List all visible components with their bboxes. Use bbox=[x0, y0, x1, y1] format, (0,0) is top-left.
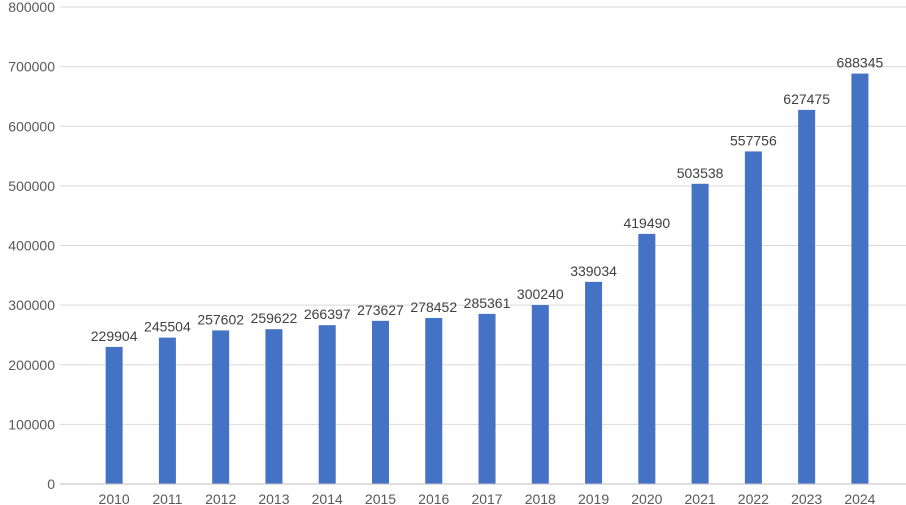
y-axis-tick-labels: 0 100000 200000 300000 400000 500000 600000 700… bbox=[8, 0, 55, 492]
y-tick-label: 0 bbox=[47, 476, 55, 492]
x-tick-label: 2014 bbox=[312, 491, 343, 505]
bar-2017 bbox=[478, 313, 496, 484]
bar-2023 bbox=[798, 109, 816, 484]
data-label: 266397 bbox=[304, 306, 351, 322]
data-label: 688345 bbox=[837, 55, 884, 71]
data-label: 229904 bbox=[91, 328, 138, 344]
data-labels: 229904 245504 257602 259622 266397 273627 2784… bbox=[91, 55, 884, 344]
x-tick-label: 2017 bbox=[471, 491, 502, 505]
data-label: 257602 bbox=[197, 311, 244, 327]
x-tick-label: 2024 bbox=[844, 491, 875, 505]
bar-2018 bbox=[531, 304, 549, 484]
bar-2024 bbox=[851, 73, 869, 485]
x-tick-label: 2023 bbox=[791, 491, 822, 505]
x-tick-label: 2019 bbox=[578, 491, 609, 505]
x-tick-label: 2020 bbox=[631, 491, 662, 505]
y-tick-label: 200000 bbox=[8, 357, 55, 373]
x-axis-tick-labels: 2010 2011 2012 2013 2014 2015 2016 2017 2018 2019… bbox=[99, 491, 876, 505]
bar-2015 bbox=[371, 320, 389, 484]
bar-2022 bbox=[744, 151, 762, 484]
data-label: 273627 bbox=[357, 302, 404, 318]
x-tick-label: 2013 bbox=[258, 491, 289, 505]
data-label: 245504 bbox=[144, 319, 191, 335]
data-label: 300240 bbox=[517, 286, 564, 302]
y-tick-label: 400000 bbox=[8, 238, 55, 254]
data-label: 259622 bbox=[251, 310, 298, 326]
bar-2011 bbox=[158, 337, 176, 484]
gridlines bbox=[60, 6, 906, 425]
data-label: 339034 bbox=[570, 263, 617, 279]
bar-2021 bbox=[691, 183, 709, 484]
data-label: 627475 bbox=[783, 91, 830, 107]
data-label: 278452 bbox=[410, 299, 457, 315]
bars bbox=[105, 73, 869, 485]
y-tick-label: 300000 bbox=[8, 297, 55, 313]
y-tick-label: 500000 bbox=[8, 178, 55, 194]
bar-2010 bbox=[105, 346, 123, 484]
x-tick-label: 2022 bbox=[738, 491, 769, 505]
x-tick-label: 2010 bbox=[99, 491, 130, 505]
data-label: 557756 bbox=[730, 132, 777, 148]
x-tick-label: 2011 bbox=[152, 491, 182, 505]
x-tick-label: 2012 bbox=[205, 491, 236, 505]
bar-2016 bbox=[425, 317, 443, 484]
x-tick-label: 2016 bbox=[418, 491, 449, 505]
data-label: 285361 bbox=[464, 295, 511, 311]
bar-2013 bbox=[265, 329, 283, 484]
y-tick-label: 600000 bbox=[8, 118, 55, 134]
y-tick-label: 100000 bbox=[8, 416, 55, 432]
bar-2012 bbox=[212, 330, 230, 484]
y-tick-label: 700000 bbox=[8, 59, 55, 75]
y-tick-label: 800000 bbox=[8, 0, 55, 15]
data-label: 419490 bbox=[623, 215, 670, 231]
data-label: 503538 bbox=[677, 165, 724, 181]
bar-2014 bbox=[318, 325, 336, 484]
x-tick-label: 2021 bbox=[685, 491, 716, 505]
bar-2019 bbox=[585, 281, 603, 484]
bar-2020 bbox=[638, 233, 656, 484]
x-tick-label: 2018 bbox=[525, 491, 556, 505]
x-tick-label: 2015 bbox=[365, 491, 396, 505]
